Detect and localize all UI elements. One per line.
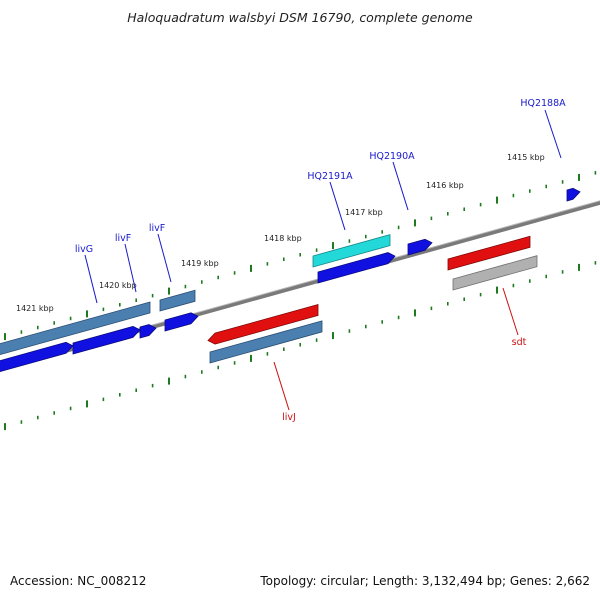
leader-line <box>157 233 172 283</box>
map-title: Haloquadratum walsbyi DSM 16790, complet… <box>127 10 473 25</box>
gene-label: livF <box>115 233 131 244</box>
scale-label: 1416 kbp <box>426 181 464 190</box>
leader-line <box>84 254 98 304</box>
gene-blue-arrow-3 <box>139 324 157 339</box>
gene-HQ2190A-arrow <box>407 238 433 256</box>
gene-HQ2188A-arrow <box>566 187 581 202</box>
gene-red-top-bar <box>447 235 531 271</box>
gene-blue-arrow-2 <box>72 325 141 355</box>
gene-livG-top-bar <box>0 301 151 356</box>
leader-line <box>273 361 290 411</box>
genome-stats-text: Topology: circular; Length: 3,132,494 bp… <box>260 574 590 588</box>
gene-red-arrow <box>207 303 319 345</box>
gene-label: livG <box>75 244 93 255</box>
leader-line <box>329 181 346 231</box>
gene-livF-steel-bar <box>159 289 196 312</box>
inner-tick-track <box>4 261 597 431</box>
leader-line <box>544 109 562 159</box>
gene-label: sdt <box>512 337 527 348</box>
scale-label: 1418 kbp <box>264 234 302 243</box>
gene-sdt-bar <box>452 255 538 291</box>
gene-blue-arrow-4 <box>317 252 396 284</box>
gene-blue-arrow-1 <box>0 341 74 373</box>
outer-tick-track <box>4 171 597 341</box>
accession-text: Accession: NC_008212 <box>10 574 147 588</box>
gene-livJ-bar <box>209 320 323 364</box>
scale-label: 1417 kbp <box>345 208 383 217</box>
gene-HQ2191A-bar <box>312 234 391 268</box>
gene-label: livF <box>149 223 165 234</box>
gene-label: HQ2191A <box>307 171 353 182</box>
gene-label: HQ2190A <box>369 151 415 162</box>
gene-livF-blue-arrow <box>164 312 199 332</box>
gene-label: HQ2188A <box>520 98 566 109</box>
scale-label: 1415 kbp <box>507 153 545 162</box>
scale-label: 1421 kbp <box>16 304 54 313</box>
leader-line <box>124 243 137 293</box>
leader-line <box>502 287 519 336</box>
scale-label: 1419 kbp <box>181 259 219 268</box>
gene-label: livJ <box>282 412 296 423</box>
leader-line <box>392 161 409 211</box>
scale-label: 1420 kbp <box>99 281 137 290</box>
